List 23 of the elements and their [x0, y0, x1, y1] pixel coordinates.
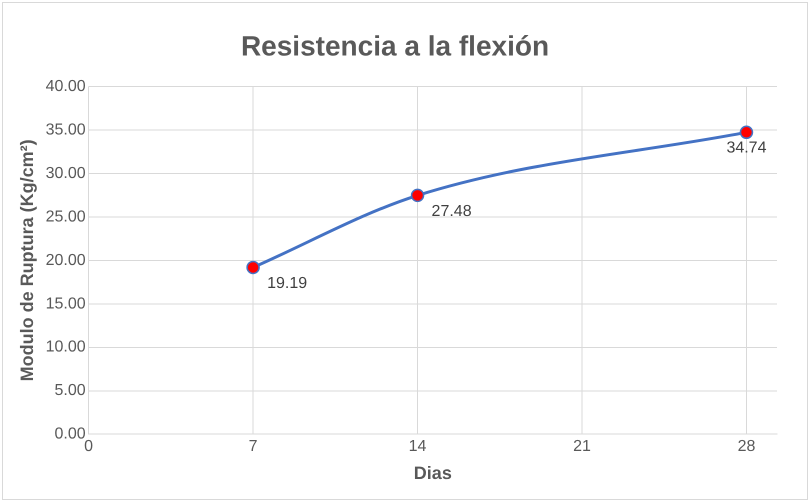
y-tick-label: 0.00: [54, 426, 86, 443]
y-tick-label: 10.00: [46, 338, 86, 356]
data-label: 34.74: [726, 140, 767, 157]
x-tick-label: 0: [84, 438, 94, 456]
x-tick-label: 28: [738, 438, 756, 456]
chart-title: Resistencia a la flexión: [240, 30, 550, 62]
point: [410, 188, 424, 202]
point: [740, 126, 754, 140]
point: [246, 260, 260, 274]
y-tick-label: 30.00: [46, 164, 86, 182]
y-tick-label: 15.00: [46, 295, 86, 312]
x-axis-title: Dias: [414, 463, 452, 484]
y-tick-label: 5.00: [54, 382, 86, 400]
y-tick-label: 20.00: [46, 252, 86, 269]
y-tick-label: 40.00: [46, 78, 86, 96]
data-label: 27.48: [432, 202, 472, 220]
x-tick-label: 7: [248, 438, 258, 456]
x-tick-label: 14: [408, 438, 427, 456]
y-tick-label: 25.00: [46, 208, 86, 226]
y-tick-label: 35.00: [46, 121, 86, 138]
y-axis-title: Modulo de Ruptura (Kg/cm²): [16, 139, 37, 382]
x-tick-label: 21: [573, 438, 592, 456]
data-label: 19.19: [267, 274, 308, 292]
